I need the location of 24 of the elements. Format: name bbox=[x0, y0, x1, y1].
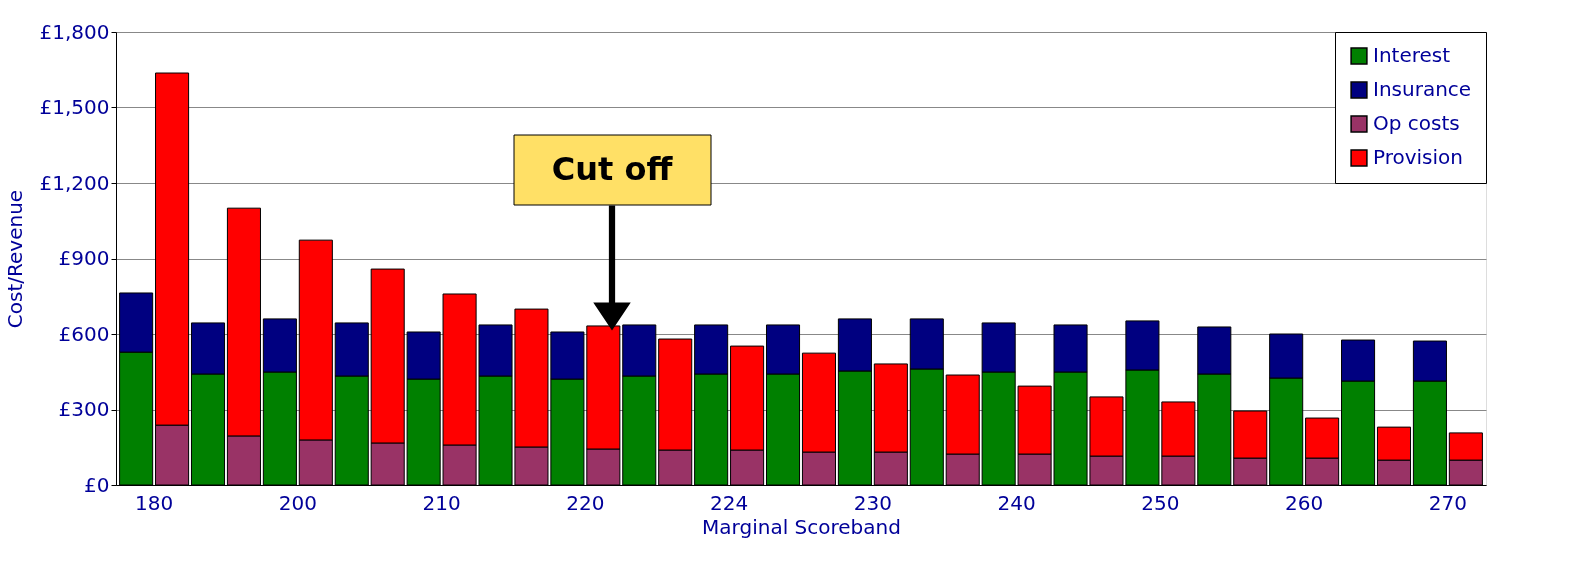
y-tick-label: £300 bbox=[58, 397, 110, 421]
y-tick-label: £0 bbox=[84, 472, 110, 497]
legend-label: Insurance bbox=[1373, 77, 1472, 101]
legend-label: Provision bbox=[1373, 145, 1464, 169]
y-tick-label: £1,800 bbox=[39, 19, 110, 44]
x-tick-label: 200 bbox=[278, 490, 317, 515]
x-tick-label: 240 bbox=[997, 490, 1036, 515]
x-tick-label: 220 bbox=[566, 490, 605, 515]
y-tick-label: £900 bbox=[58, 246, 110, 270]
y-tick-label: £1,200 bbox=[39, 170, 110, 195]
x-tick-label: 260 bbox=[1285, 490, 1324, 515]
y-axis-title: Cost/Revenue bbox=[2, 189, 27, 329]
y-tick-label: £600 bbox=[58, 321, 110, 346]
x-tick-label: 250 bbox=[1141, 490, 1180, 515]
x-tick-label: 180 bbox=[135, 490, 174, 515]
x-tick-label: 270 bbox=[1428, 490, 1468, 515]
legend-label: Interest bbox=[1373, 43, 1451, 67]
x-tick-label: 210 bbox=[422, 490, 461, 515]
x-tick-label: 224 bbox=[710, 490, 749, 515]
x-axis-title: Marginal Scoreband bbox=[702, 514, 901, 539]
y-tick-label: £1,500 bbox=[39, 95, 110, 119]
annotation: Cut off bbox=[551, 150, 674, 188]
x-tick-label: 230 bbox=[853, 490, 892, 515]
legend-label: Op costs bbox=[1373, 111, 1460, 135]
